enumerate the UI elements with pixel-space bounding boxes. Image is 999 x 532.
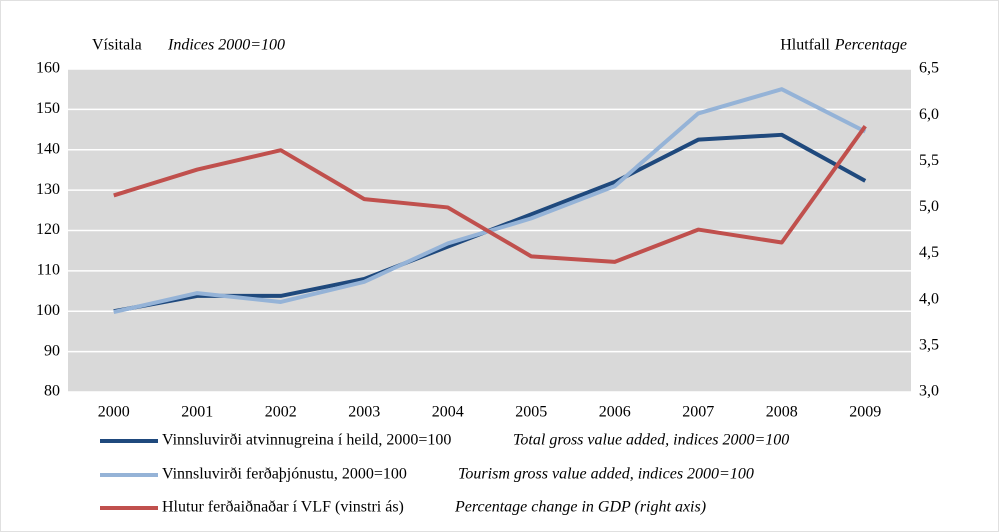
x-tick-label: 2001 [181,404,213,421]
y-tick-label: 100 [36,302,60,319]
legend-label: Vinnsluvirði atvinnugreina í heild, 2000… [162,432,451,449]
y2-tick-label: 4,5 [919,244,939,261]
x-tick-label: 2000 [98,404,130,421]
x-tick-label: 2005 [515,404,547,421]
legend-label: Vinnsluvirði ferðaþjónustu, 2000=100 [162,466,407,483]
x-tick-label: 2006 [599,404,631,421]
legend-note: Percentage change in GDP (right axis) [454,499,706,516]
y2-tick-label: 6,5 [919,60,939,77]
x-tick-label: 2009 [849,404,881,421]
y2-axis-note: Percentage [834,37,907,54]
y-tick-label: 150 [36,100,60,117]
legend-label: Hlutur ferðaiðnaðar í VLF (vinstri ás) [162,499,404,516]
y2-tick-label: 6,0 [919,106,939,123]
x-tick-label: 2002 [265,404,297,421]
y2-tick-label: 3,5 [919,337,939,354]
y2-axis-label: Hlutfall [780,37,830,54]
line-series [113,125,867,264]
legend-note: Total gross value added, indices 2000=10… [513,432,789,449]
x-tick-label: 2007 [682,404,714,421]
y2-tick-label: 5,5 [919,152,939,169]
y-axis-label: Vísitala [92,37,142,54]
y-axis-note: Indices 2000=100 [167,37,285,54]
y2-tick-label: 5,0 [919,198,939,215]
y-tick-label: 130 [36,181,60,198]
y2-tick-label: 3,0 [919,383,939,400]
x-tick-label: 2003 [348,404,380,421]
y-tick-label: 110 [37,262,60,279]
x-tick-label: 2008 [766,404,798,421]
y-tick-label: 120 [36,221,60,238]
legend-note: Tourism gross value added, indices 2000=… [458,466,754,483]
y-tick-label: 140 [36,140,60,157]
y-tick-label: 160 [36,60,60,77]
x-tick-label: 2004 [432,404,464,421]
y-tick-label: 90 [44,342,60,359]
y2-tick-label: 4,0 [919,290,939,307]
y-tick-label: 80 [44,383,60,400]
